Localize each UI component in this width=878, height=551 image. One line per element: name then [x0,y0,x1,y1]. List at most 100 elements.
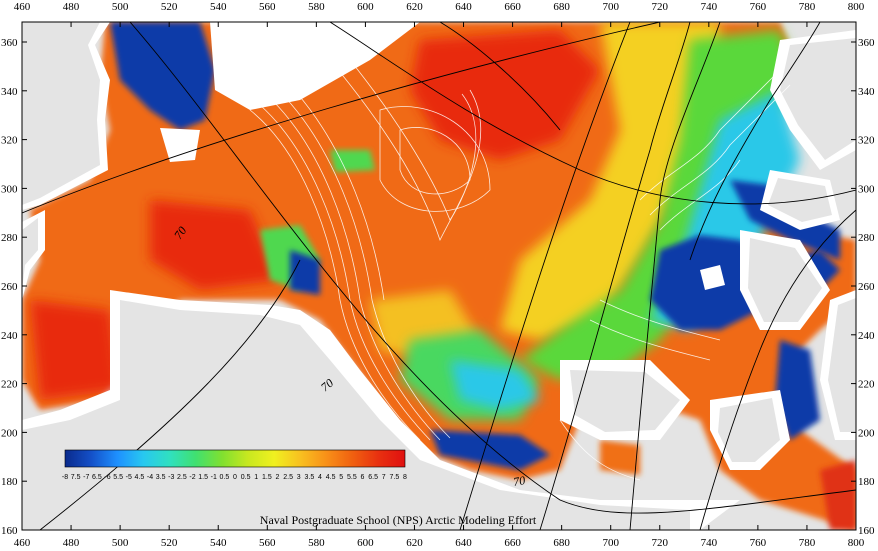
colorbar-tick-label: 1 [254,474,258,481]
x-tick-label: 520 [161,537,178,549]
hot-region [410,30,600,160]
x-tick-label: 620 [406,537,423,549]
y-tick-label: 280 [1,232,18,244]
graticule [22,22,856,530]
y-tick-label: 260 [858,281,875,293]
y-tick-label: 340 [858,86,875,98]
x-tick-label: 480 [63,537,80,549]
depth-contours [249,59,791,481]
y-tick-label: 220 [858,379,875,391]
colorbar-tick-label: 0.5 [241,474,251,481]
colorbar-tick-label: 4 [318,474,322,481]
x-tick-label: 560 [259,1,276,13]
x-tick-label: 780 [799,1,816,13]
x-tick-label: 500 [112,537,129,549]
y-tick-label: 160 [1,525,18,537]
x-tick-label: 700 [602,537,619,549]
x-tick-label: 800 [848,537,865,549]
colorbar-tick-label: 0.5 [220,474,230,481]
x-tick-label: 500 [112,1,129,13]
y-tick-label: 360 [858,37,875,49]
x-tick-label: 680 [553,537,570,549]
x-tick-label: 560 [259,537,276,549]
x-tick-label: 600 [357,1,374,13]
x-tick-label: 800 [848,1,865,13]
colorbar-tick-label: 5.5 [347,474,357,481]
colorbar-tick-label: 8 [403,474,407,481]
colorbar-labels: -8 7.5 -7 6.5 -6 5.5 -5 4.5 -4 3.5 -3 2.5 -2 1.5 -1 0.5… [62,474,407,481]
colorbar-tick-label: 5 [339,474,343,481]
colorbar-tick-label: 4.5 [135,474,145,481]
colorbar-tick-label: -1 [211,474,217,481]
x-tick-label: 680 [553,1,570,13]
x-tick-label: 600 [357,537,374,549]
colorbar-tick-label: 0 [233,474,237,481]
colorbar-tick-label: 4.5 [326,474,336,481]
colorbar-tick-label: 6.5 [368,474,378,481]
y-tick-label: 300 [1,183,18,195]
colorbar-tick-label: 1.5 [262,474,272,481]
x-tick-label: 660 [504,1,521,13]
y-tick-label: 320 [1,135,18,147]
y-tick-label: 200 [858,427,875,439]
colorbar-tick-label: 2 [276,474,280,481]
x-tick-label: 660 [504,537,521,549]
colorbar-tick-label: -4 [147,474,153,481]
colorbar: -8 7.5 -7 6.5 -6 5.5 -5 4.5 -4 3.5 -3 2.5 -2 1.5 -1 0.5… [62,449,407,481]
colorbar-tick-label: 6 [361,474,365,481]
ocean-field [22,22,856,530]
colorbar-tick-label: 3 [297,474,301,481]
x-tick-label: 480 [63,1,80,13]
latitude-label: 70 [512,473,526,489]
y-tick-label: 240 [858,330,875,342]
colorbar-tick-label: 6.5 [92,474,102,481]
colorbar-tick-label: -3 [168,474,174,481]
x-tick-label: 580 [308,537,325,549]
colorbar-tick-label: -2 [189,474,195,481]
x-tick-label: 520 [161,1,178,13]
y-tick-label: 280 [858,232,875,244]
colorbar-tick-label: 7.5 [71,474,81,481]
y-tick-label: 300 [858,183,875,195]
colorbar-tick-label: 2.5 [283,474,293,481]
cold-region-nw [110,22,215,130]
y-tick-label: 220 [1,379,18,391]
x-tick-label: 720 [652,1,669,13]
x-tick-label: 700 [602,1,619,13]
colorbar-tick-label: 3.5 [305,474,315,481]
x-tick-label: 640 [455,1,472,13]
y-tick-label: 200 [1,427,18,439]
y-tick-label: 360 [1,37,18,49]
x-tick-label: 740 [701,537,718,549]
plot-border [21,21,857,531]
x-tick-label: 740 [701,1,718,13]
colorbar-tick-label: 7 [382,474,386,481]
colorbar-tick-label: -8 [62,474,68,481]
x-tick-label: 760 [750,1,767,13]
y-tick-label: 160 [858,525,875,537]
x-tick-label: 540 [210,1,227,13]
colorbar-tick-label: 2.5 [177,474,187,481]
x-tick-label: 780 [799,537,816,549]
colorbar-tick-label: -6 [104,474,110,481]
x-tick-label: 580 [308,1,325,13]
x-tick-label: 620 [406,1,423,13]
x-tick-label: 540 [210,537,227,549]
x-tick-label: 640 [455,537,472,549]
x-tick-label: 760 [750,537,767,549]
y-tick-label: 260 [1,281,18,293]
x-tick-label: 720 [652,537,669,549]
y-tick-label: 320 [858,135,875,147]
x-tick-label: 460 [14,1,31,13]
colorbar-tick-label: 7.5 [390,474,400,481]
land-masses [22,22,856,530]
y-tick-label: 340 [1,86,18,98]
colorbar-tick-label: -5 [126,474,132,481]
x-tick-label: 460 [14,537,31,549]
y-tick-label: 240 [1,330,18,342]
colorbar-tick-label: -7 [83,474,89,481]
colorbar-tick-label: 5.5 [113,474,123,481]
colorbar-tick-label: 3.5 [156,474,166,481]
